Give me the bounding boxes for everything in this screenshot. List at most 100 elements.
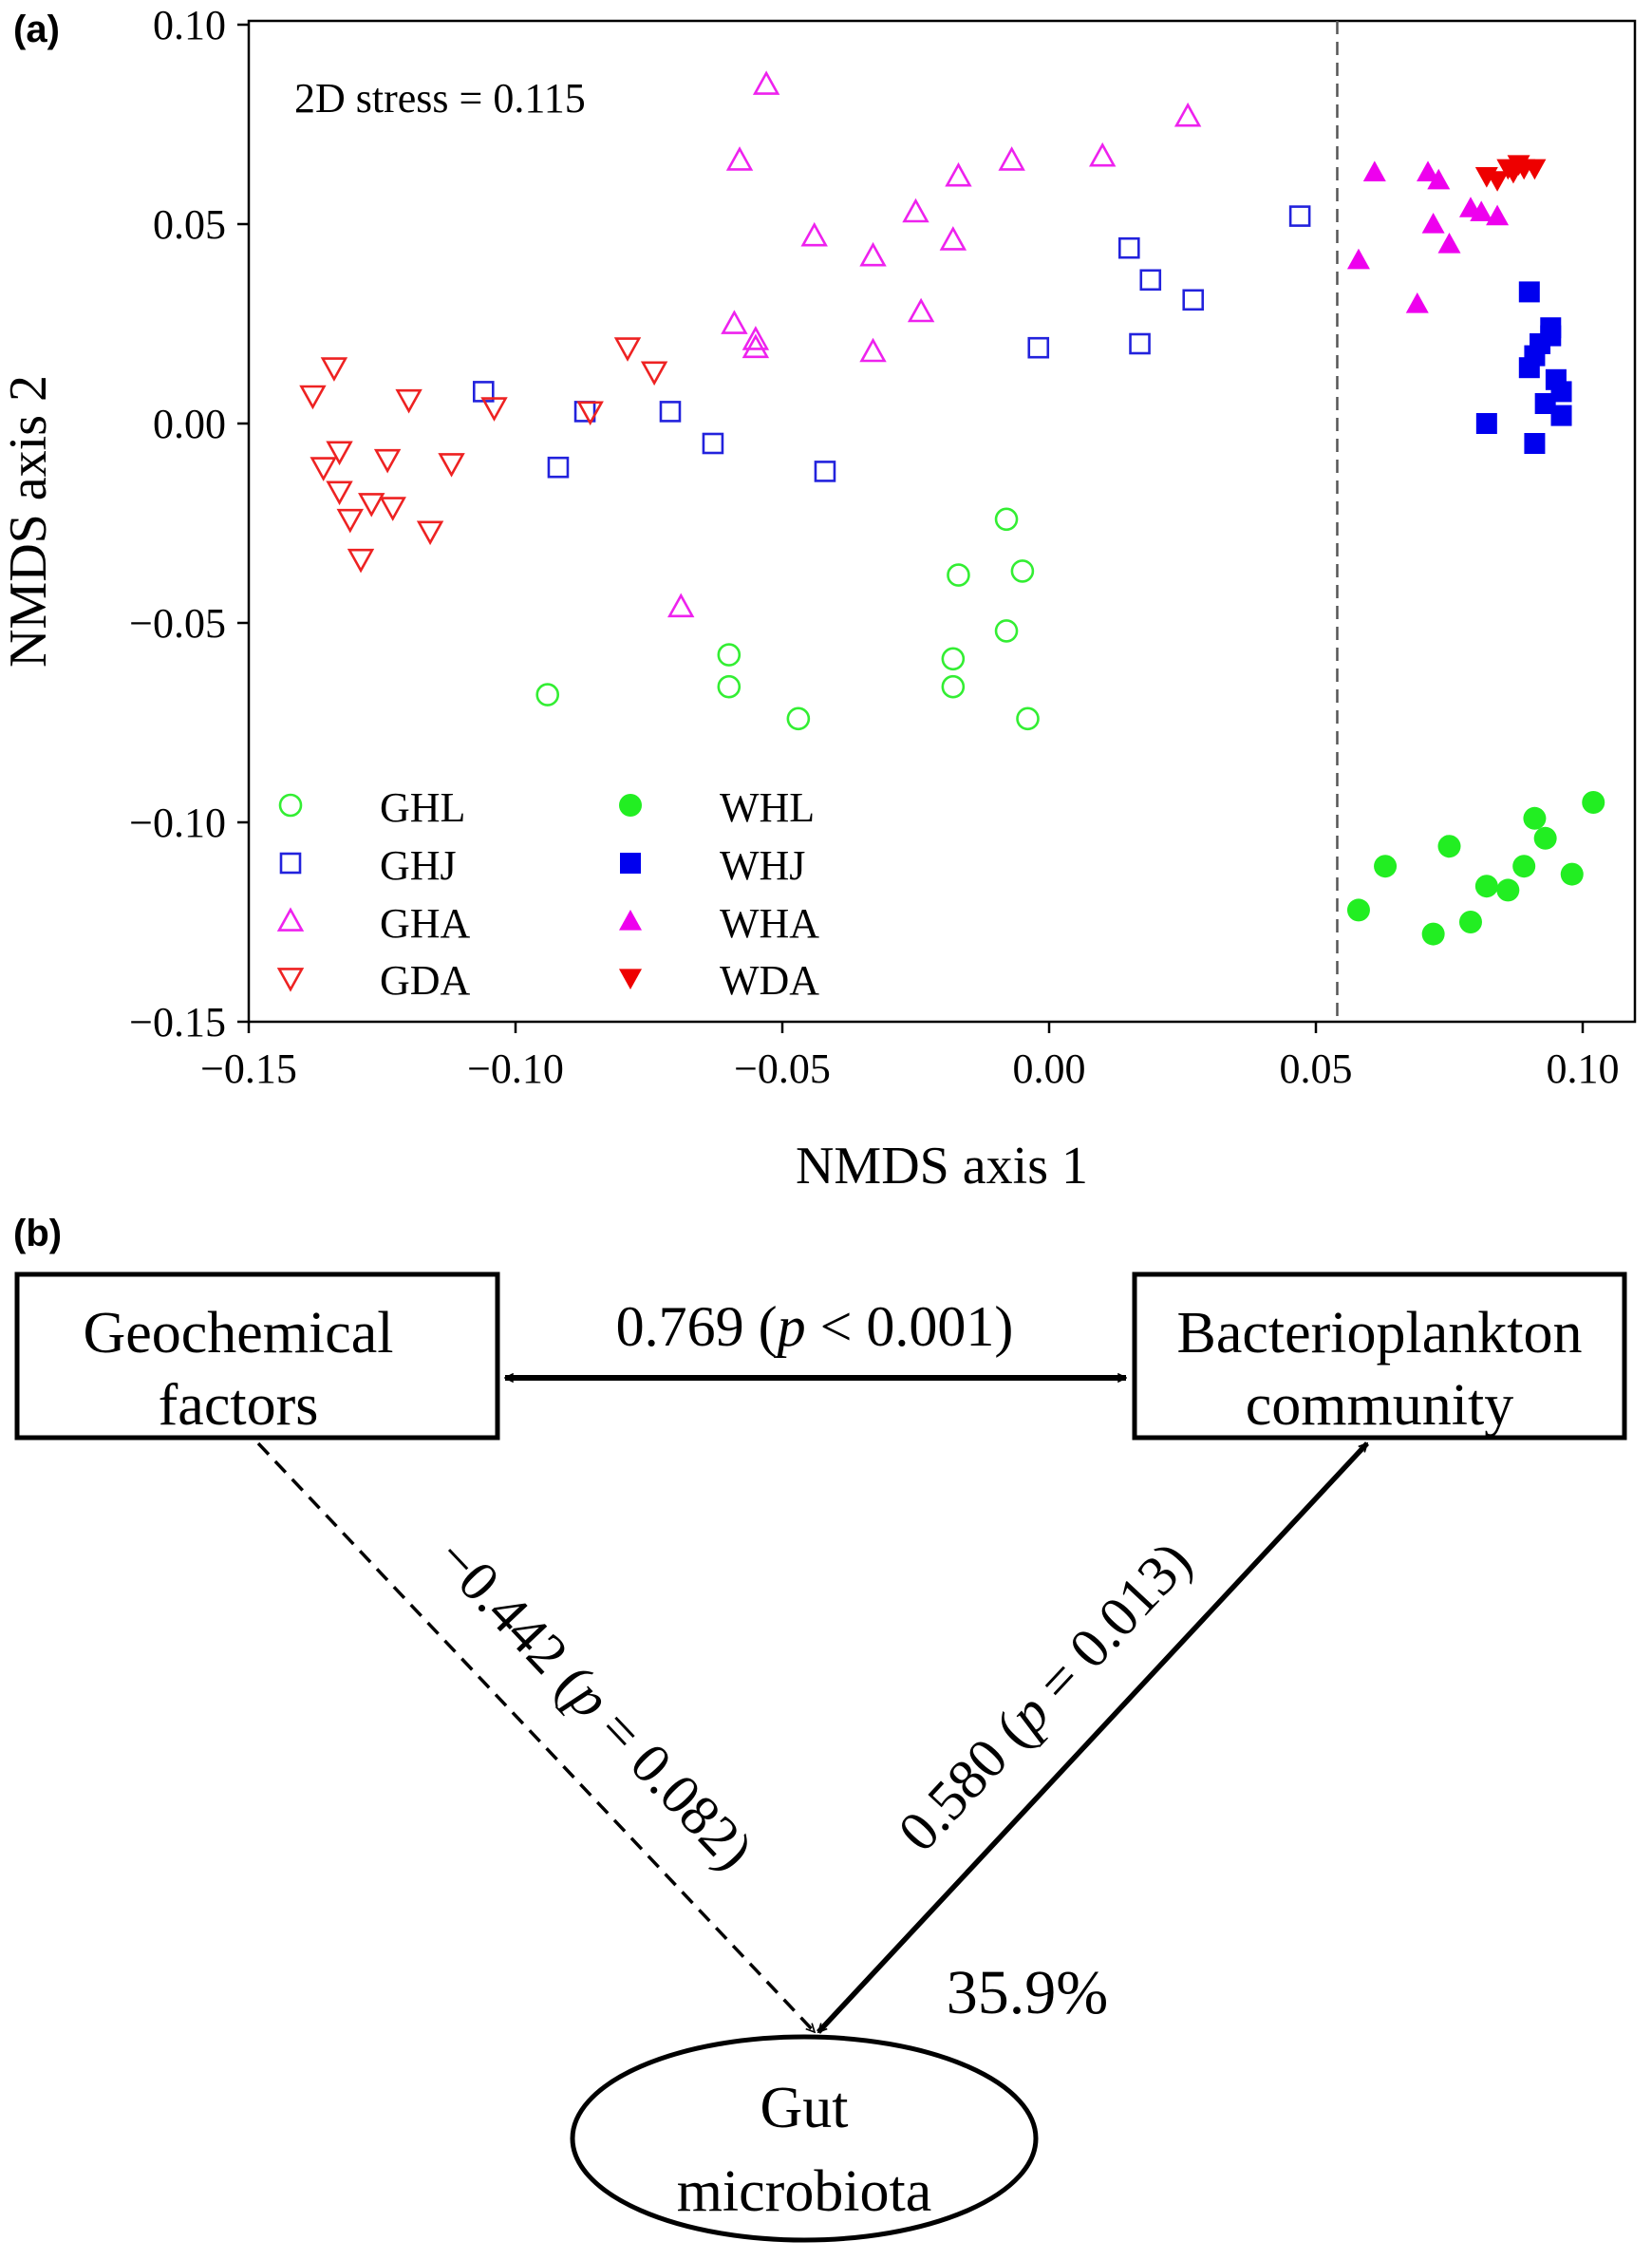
legend-item-wda: WDA: [619, 957, 819, 1004]
point-gda: [358, 493, 385, 518]
edge-geochemical-gut: [256, 1441, 817, 2032]
point-gha: [725, 146, 754, 171]
point-wha: [1362, 160, 1386, 181]
point-wha: [1437, 233, 1461, 254]
point-gha: [859, 241, 887, 267]
node-bacterioplankton-community: Bacterioplankton community: [1132, 1271, 1627, 1441]
point-gha: [742, 333, 770, 359]
point-ghj: [814, 461, 836, 482]
data-points: [299, 70, 1605, 946]
point-gha: [859, 337, 887, 363]
explained-variance: 35.9%: [947, 1958, 1108, 2027]
point-gda: [576, 401, 604, 426]
point-whl: [1496, 878, 1520, 902]
node-geochemical-factors: Geochemical factors: [14, 1271, 500, 1441]
point-wha: [1470, 200, 1493, 221]
point-gha: [945, 161, 972, 187]
legend-item-gda: GDA: [276, 957, 471, 1004]
point-gha: [939, 226, 967, 251]
x-axis: −0.15 −0.10 −0.05 0.00 0.05 0.10: [200, 1022, 1620, 1092]
legend-label: GHA: [380, 900, 471, 947]
point-whj: [1534, 393, 1556, 414]
point-gda: [299, 385, 327, 410]
x-tick-label: 0.00: [1013, 1045, 1086, 1092]
point-ghl: [717, 674, 742, 699]
point-ghl: [786, 706, 811, 731]
point-ghj: [1027, 336, 1050, 359]
legend-marker-wda: [619, 969, 642, 989]
point-gda: [416, 520, 444, 546]
y-tick-label: −0.10: [129, 800, 226, 846]
legend-marker-gha: [276, 907, 305, 932]
path-diagram: Geochemical factors Bacterioplankton com…: [14, 1271, 1627, 2243]
y-axis-title: NMDS axis 2: [0, 375, 58, 668]
legend-marker-wha: [619, 910, 642, 931]
point-gda: [326, 441, 353, 466]
point-gha: [902, 198, 929, 223]
point-ghj: [1288, 205, 1311, 227]
edge-label-geo-gut: −0.442 (p = 0.082): [424, 1526, 765, 1881]
point-whl: [1437, 835, 1461, 858]
series-gha: [667, 70, 1202, 618]
point-gda: [395, 388, 422, 414]
point-whj: [1524, 433, 1546, 454]
point-gda: [336, 508, 364, 534]
point-wda: [1523, 159, 1547, 180]
panel-b-label: (b): [13, 1213, 62, 1254]
point-gda: [480, 397, 508, 422]
point-ghl: [1016, 706, 1040, 731]
point-whl: [1474, 875, 1498, 898]
point-gha: [800, 221, 828, 247]
series-wda: [1474, 155, 1547, 192]
legend: GHL GHJ GHA GDA WHL WHJ WHA WDA: [276, 784, 819, 1004]
point-gda: [326, 480, 353, 506]
point-whl: [1374, 855, 1398, 878]
point-gha: [721, 310, 748, 334]
point-whl: [1533, 826, 1557, 850]
point-gha: [1088, 141, 1117, 167]
point-whj: [1540, 317, 1562, 339]
stress-annotation: 2D stress = 0.115: [294, 75, 586, 122]
legend-label: GHJ: [380, 842, 457, 889]
legend-item-gha: GHA: [276, 900, 471, 947]
plot-frame: [247, 19, 1637, 1024]
point-ghl: [717, 643, 742, 667]
edge-label-geo-bact: 0.769 (p < 0.001): [616, 1295, 1014, 1358]
legend-label: WDA: [720, 957, 819, 1004]
point-wha: [1417, 160, 1440, 181]
x-axis-title: NMDS axis 1: [796, 1137, 1088, 1196]
node-geochemical-line1: Geochemical: [83, 1301, 393, 1365]
point-ghl: [941, 647, 966, 671]
point-ghj: [1129, 332, 1151, 355]
point-ghl: [535, 683, 560, 706]
x-tick-label: 0.10: [1547, 1045, 1620, 1092]
legend-marker-whl: [619, 794, 642, 817]
point-whj: [1550, 381, 1572, 403]
legend-item-ghj: GHJ: [279, 842, 457, 889]
point-ghj: [659, 401, 682, 423]
point-whj: [1518, 281, 1540, 303]
point-wda: [1486, 171, 1510, 192]
node-gut-microbiota: Gut microbiota: [570, 2034, 1039, 2243]
point-ghl: [1010, 559, 1035, 583]
legend-marker-ghl: [278, 793, 303, 818]
point-wha: [1427, 168, 1451, 190]
legend-item-wha: WHA: [619, 900, 819, 947]
point-gha: [907, 297, 935, 323]
point-gda: [438, 453, 465, 478]
point-whj: [1550, 405, 1572, 426]
series-whl: [1346, 791, 1605, 946]
legend-label: WHJ: [720, 842, 805, 889]
point-whl: [1512, 855, 1536, 878]
edge-bacterioplankton-gut: [816, 1441, 1370, 2034]
point-gha: [752, 70, 780, 95]
point-ghl: [994, 507, 1019, 532]
panel-a-label: (a): [13, 9, 60, 50]
y-tick-label: −0.15: [129, 999, 226, 1045]
y-tick-label: 0.00: [153, 401, 226, 447]
legend-item-whl: WHL: [619, 784, 815, 831]
point-whl: [1346, 898, 1370, 922]
point-wha: [1405, 292, 1429, 313]
point-whl: [1458, 911, 1482, 933]
point-gda: [347, 548, 375, 574]
